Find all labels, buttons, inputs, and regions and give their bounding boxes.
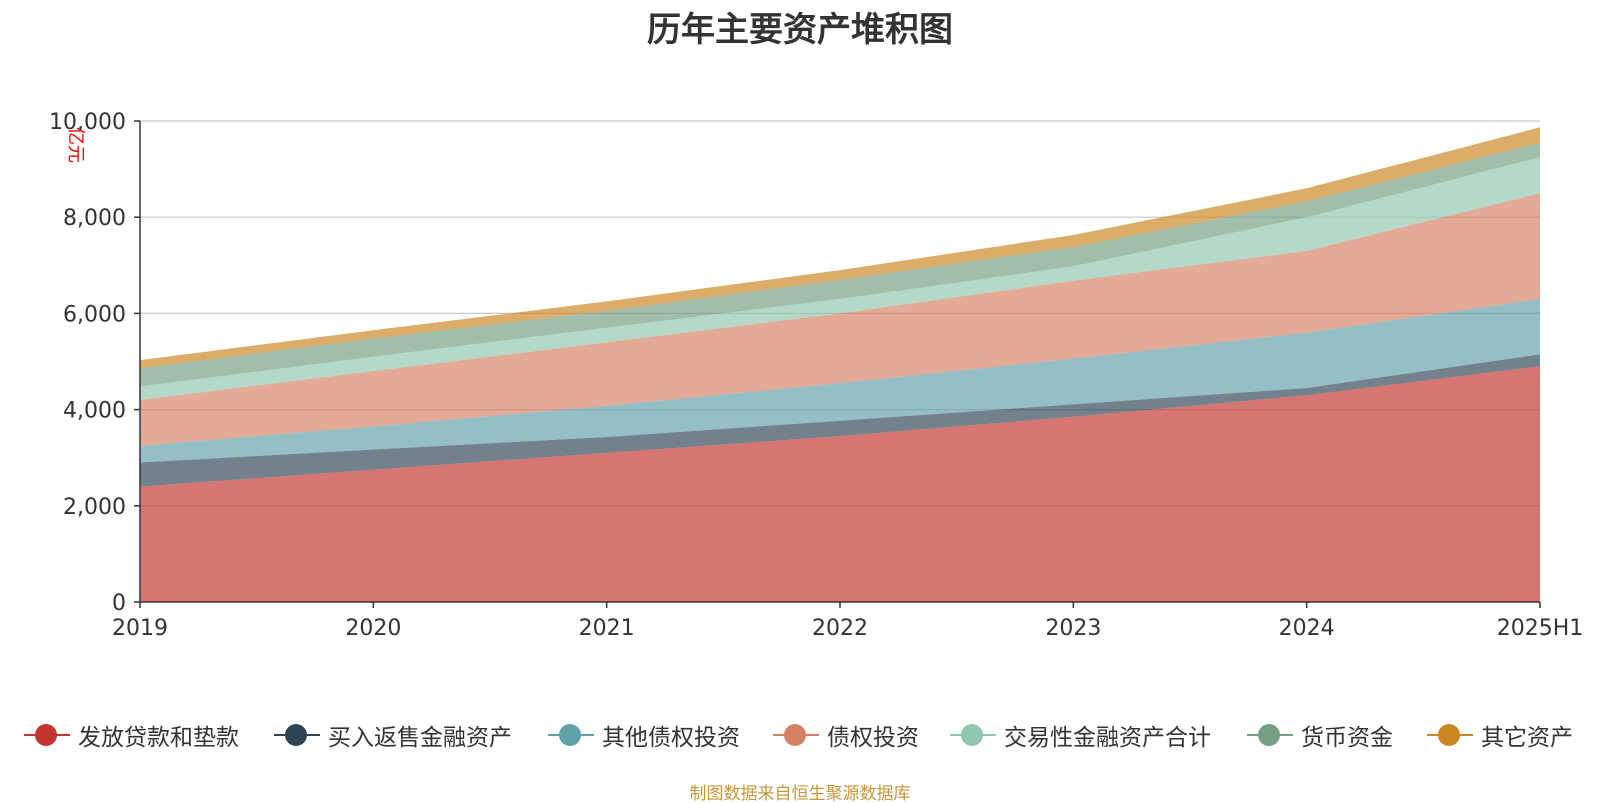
area-其他债权投资: [140, 299, 1540, 463]
x-tick-label: 2025H1: [1497, 616, 1584, 641]
stacked-areas: [140, 127, 1540, 602]
area-其它资产: [140, 127, 1540, 369]
legend-marker-icon: [948, 723, 998, 747]
x-tick-label: 2019: [112, 616, 168, 641]
legend-marker-icon: [546, 723, 596, 747]
area-债权投资: [140, 193, 1540, 446]
legend-label: 交易性金融资产合计: [1004, 725, 1211, 751]
legend-item[interactable]: 交易性金融资产合计: [948, 718, 1211, 752]
legend-label: 其它资产: [1481, 725, 1573, 751]
legend-item[interactable]: 其他债权投资: [546, 718, 740, 752]
legend-item[interactable]: 其它资产: [1425, 718, 1573, 752]
legend-label: 其他债权投资: [602, 725, 740, 751]
x-tick-label: 2022: [812, 616, 868, 641]
x-tick-label: 2021: [579, 616, 635, 641]
area-买入返售金融资产: [140, 354, 1540, 487]
legend-marker-icon: [1425, 723, 1475, 747]
axes: 0 2,000 4,000 6,000 8,000 10,000 2019 2020 2021 2…: [49, 110, 1583, 641]
legend-marker-icon: [272, 723, 322, 747]
area-货币资金: [140, 142, 1540, 387]
legend-item[interactable]: 货币资金: [1245, 718, 1393, 752]
chart-title: 历年主要资产堆积图: [647, 10, 953, 50]
legend-marker-icon: [22, 723, 72, 747]
legend-label: 债权投资: [827, 725, 919, 751]
source-note: 制图数据来自恒生聚源数据库: [689, 784, 911, 804]
legend-marker-icon: [1245, 723, 1295, 747]
legend-marker-icon: [771, 723, 821, 747]
area-交易性金融资产合计: [140, 157, 1540, 400]
legend-label: 货币资金: [1301, 725, 1393, 751]
x-tick-label: 2020: [345, 616, 401, 641]
legend-label: 买入返售金融资产: [328, 725, 512, 751]
x-tick-label: 2023: [1045, 616, 1101, 641]
legend-item[interactable]: 发放贷款和垫款: [22, 718, 239, 752]
legend-label: 发放贷款和垫款: [78, 725, 239, 751]
legend-item[interactable]: 债权投资: [771, 718, 919, 752]
y-tick-label: 10,000: [49, 110, 126, 135]
y-tick-label: 0: [112, 591, 126, 616]
area-发放贷款和垫款: [140, 366, 1540, 602]
y-axis-unit-label: 亿元: [65, 127, 86, 163]
y-tick-label: 6,000: [63, 302, 126, 327]
x-tick-label: 2024: [1279, 616, 1335, 641]
y-tick-label: 4,000: [63, 399, 126, 424]
legend-item[interactable]: 买入返售金融资产: [272, 718, 512, 752]
y-tick-label: 8,000: [63, 206, 126, 231]
y-tick-label: 2,000: [63, 495, 126, 520]
